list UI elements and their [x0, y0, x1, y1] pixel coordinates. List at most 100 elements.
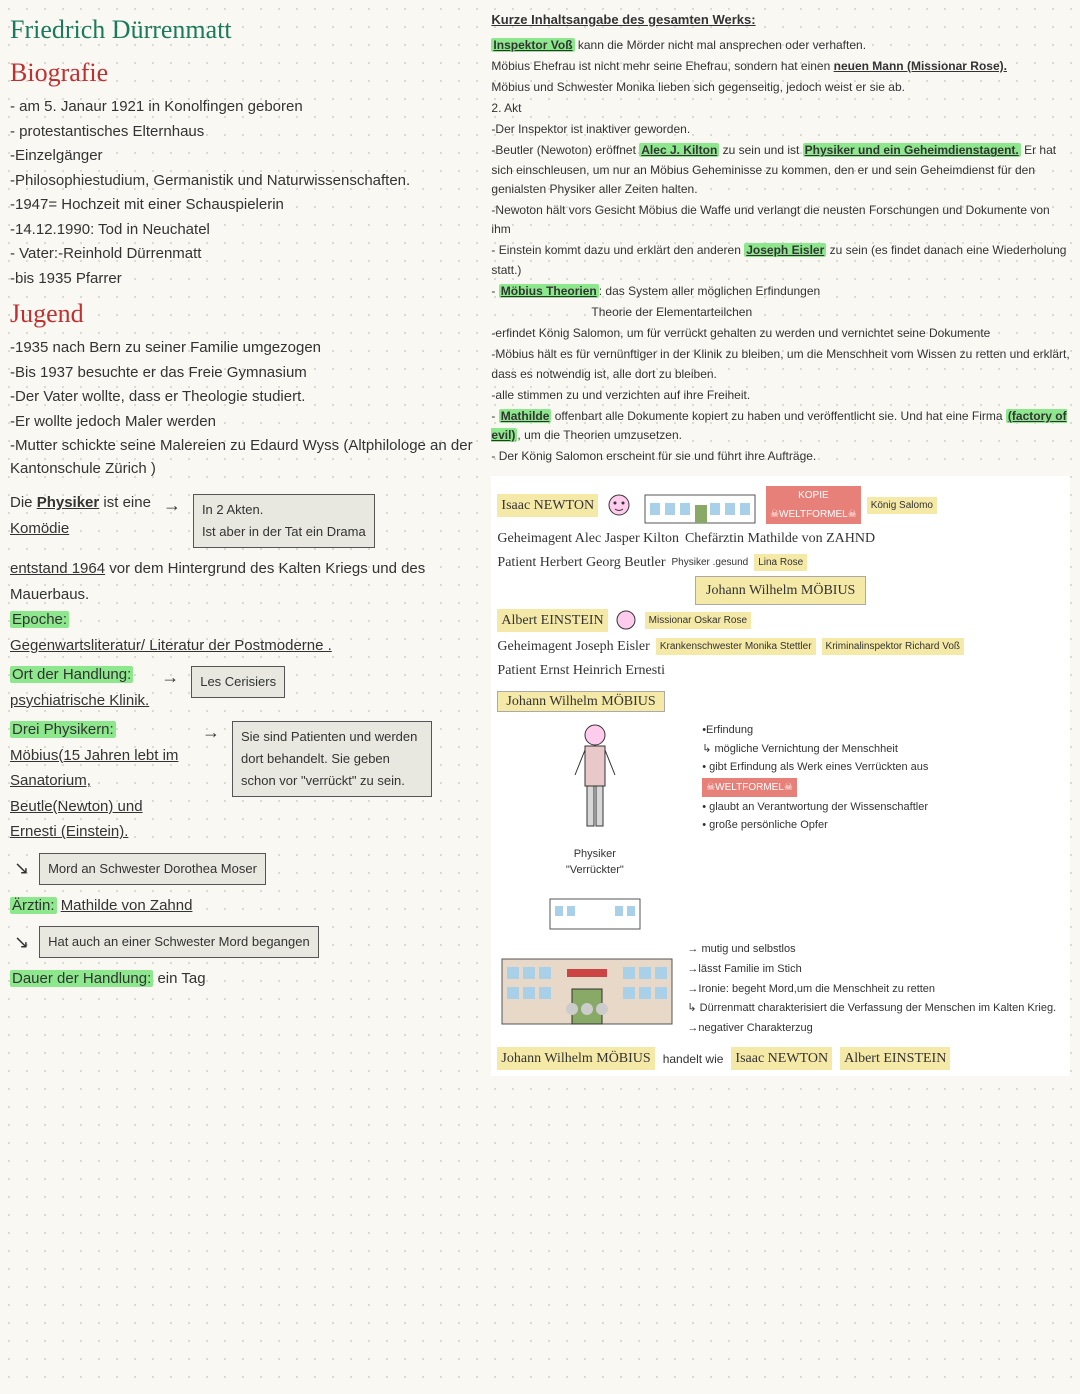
arrow-icon: ↘ [14, 853, 29, 884]
bio-item: -1947= Hochzeit mit einer Schauspielerin [10, 194, 483, 217]
mobius-center-label: Johann Wilhelm MÖBIUS [695, 576, 866, 605]
einstein-final: Albert EINSTEIN [840, 1047, 950, 1070]
text: , um die Theorien umzusetzen. [517, 428, 682, 442]
text: -Möbius hält es für vernünftiger in der … [491, 345, 1070, 383]
drei-text: Möbius(15 Jahren lebt im Sanatorium, Beu… [10, 747, 178, 841]
epoche-text: Gegenwartsliteratur/ Literatur der Postm… [10, 637, 332, 654]
bio-item: - Vater:-Reinhold Dürrenmatt [10, 243, 483, 266]
text: Die [10, 494, 37, 511]
author-name: Friedrich Dürrenmatt [10, 10, 483, 49]
summary-title: Kurze Inhaltsangabe des gesamten Werks: [491, 10, 1070, 30]
mord2-box: Hat auch an einer Schwester Mord begange… [39, 926, 319, 958]
entstand: entstand 1964 [10, 560, 105, 577]
final-row: Johann Wilhelm MÖBIUS handelt wie Isaac … [497, 1047, 1064, 1070]
arztin-text: Mathilde von Zahnd [61, 897, 193, 914]
text: - Einstein kommt dazu und erklärt den an… [491, 243, 744, 257]
joseph-hl: Joseph Eisler [744, 243, 826, 257]
agent-hl: Physiker und ein Geheimdienstagent. [803, 143, 1021, 157]
youth-title: Jugend [10, 294, 483, 333]
text-bold: neuen Mann (Missionar Rose). [834, 59, 1007, 73]
kopie-label: KOPIE [766, 486, 861, 505]
text: Theorie der Elementarteilchen [491, 303, 1070, 322]
left-column: Friedrich Dürrenmatt Biografie - am 5. J… [10, 10, 483, 1076]
small-building-icon [545, 884, 645, 934]
mobius-figure: Physiker "Verrückter" [497, 720, 692, 939]
bio-item: -14.12.1990: Tod in Neuchatel [10, 219, 483, 242]
text: : das System aller möglichen Erfindungen [599, 284, 820, 298]
text: • große persönliche Opfer [702, 817, 1064, 834]
main-container: Friedrich Dürrenmatt Biografie - am 5. J… [10, 10, 1070, 1076]
text: → mutig und selbstlos [687, 941, 1056, 959]
sanatorium-icon [497, 939, 677, 1029]
bottom-notes: → mutig und selbstlos →lässt Familie im … [687, 939, 1056, 1039]
mobius-hl: Möbius Theorien [499, 284, 599, 298]
physiker-label: Physiker [497, 846, 692, 863]
bio-item: -Einzelgänger [10, 145, 483, 168]
chefarztin-label: Chefärztin Mathilde von ZAHND [685, 528, 875, 549]
patienten-box: Sie sind Patienten und werden dort behan… [232, 721, 432, 797]
mobius-final: Johann Wilhelm MÖBIUS [497, 1047, 654, 1070]
arrow-icon: ↘ [14, 927, 29, 958]
youth-item: -Mutter schickte seine Malereien zu Edau… [10, 435, 483, 480]
verrueckter-label: "Verrückter" [497, 862, 692, 879]
einstein-label: Albert EINSTEIN [497, 609, 607, 632]
physiker-word: Physiker [37, 494, 100, 511]
ort-text: psychiatrische Klinik. [10, 692, 149, 709]
text: →negativer Charakterzug [687, 1020, 1056, 1038]
inspektor-hl: Inspektor Voß [491, 38, 574, 52]
bio-item: - protestantisches Elternhaus [10, 121, 483, 144]
text: -Beutler (Newoton) eröffnet [491, 143, 639, 157]
newton-label: Isaac NEWTON [497, 494, 598, 517]
bio-list: - am 5. Janaur 1921 in Konolfingen gebor… [10, 96, 483, 290]
mord1-box: Mord an Schwester Dorothea Moser [39, 853, 266, 885]
text: zu sein und ist [719, 143, 802, 157]
text: →lässt Familie im Stich [687, 961, 1056, 979]
text: - Der König Salomon erscheint für sie un… [491, 447, 1070, 466]
summary-body: Inspektor Voß kann die Mörder nicht mal … [491, 36, 1070, 467]
arrow-icon: → [202, 717, 220, 748]
text: offenbart alle Dokumente kopiert zu habe… [551, 409, 1006, 423]
ort-label: Ort der Handlung: [10, 666, 133, 683]
text: - [491, 284, 498, 298]
text: -erfindet König Salomon, um für verrückt… [491, 324, 1070, 343]
youth-item: -1935 nach Bern zu seiner Familie umgezo… [10, 337, 483, 360]
eisler-label: Geheimagent Joseph Eisler [497, 636, 649, 657]
weltformel2-label: ☠WELTFORMEL☠ [702, 778, 797, 797]
text: •Erfindung [702, 722, 1064, 739]
drei-label: Drei Physikern: [10, 721, 116, 738]
bottom-diagram: → mutig und selbstlos →lässt Familie im … [497, 939, 1064, 1039]
youth-item: -Bis 1937 besuchte er das Freie Gymnasiu… [10, 362, 483, 385]
missionar-label: Missionar Oskar Rose [645, 612, 751, 629]
newton-final: Isaac NEWTON [731, 1047, 832, 1070]
text: ↳ Dürrenmatt charakterisiert die Verfass… [687, 1000, 1056, 1018]
bio-item: -bis 1935 Pfarrer [10, 268, 483, 291]
youth-item: -Er wollte jedoch Maler werden [10, 411, 483, 434]
dauer-label: Dauer der Handlung: [10, 970, 153, 987]
text: Möbius Ehefrau ist nicht mehr seine Ehef… [491, 59, 833, 73]
text: -alle stimmen zu und verzichten auf ihre… [491, 386, 1070, 405]
physiker-intro: Die Physiker ist eine Komödie → In 2 Akt… [10, 490, 483, 992]
face-icon [604, 490, 634, 520]
mobius-details: •Erfindung ↳ mögliche Vernichtung der Me… [702, 720, 1064, 939]
epoche-label: Epoche: [10, 611, 69, 628]
person-icon [565, 720, 625, 840]
arztin-label: Ärztin: [10, 897, 57, 914]
youth-list: -1935 nach Bern zu seiner Familie umgezo… [10, 337, 483, 480]
building-icon [640, 485, 760, 525]
right-column: Kurze Inhaltsangabe des gesamten Werks: … [491, 10, 1070, 1076]
text: - [491, 409, 498, 423]
text: -Der Inspektor ist inaktiver geworden. [491, 120, 1070, 139]
text: Möbius und Schwester Monika lieben sich … [491, 78, 1070, 97]
alec-hl: Alec J. Kilton [639, 143, 719, 157]
text: • gibt Erfindung als Werk eines Verrückt… [702, 759, 1064, 776]
kilton-label: Geheimagent Alec Jasper Kilton [497, 528, 679, 549]
schwester-label: Krankenschwester Monika Stettler [656, 638, 816, 655]
bio-title: Biografie [10, 53, 483, 92]
text: 2. Akt [491, 99, 1070, 118]
youth-item: -Der Vater wollte, dass er Theologie stu… [10, 386, 483, 409]
cerisiers-box: Les Cerisiers [191, 666, 285, 698]
text: →Ironie: begeht Mord,um die Menschheit z… [687, 981, 1056, 999]
arrow-icon: → [161, 662, 179, 693]
bio-item: - am 5. Janaur 1921 in Konolfingen gebor… [10, 96, 483, 119]
gesund-label: Physiker .gesund [671, 555, 748, 570]
